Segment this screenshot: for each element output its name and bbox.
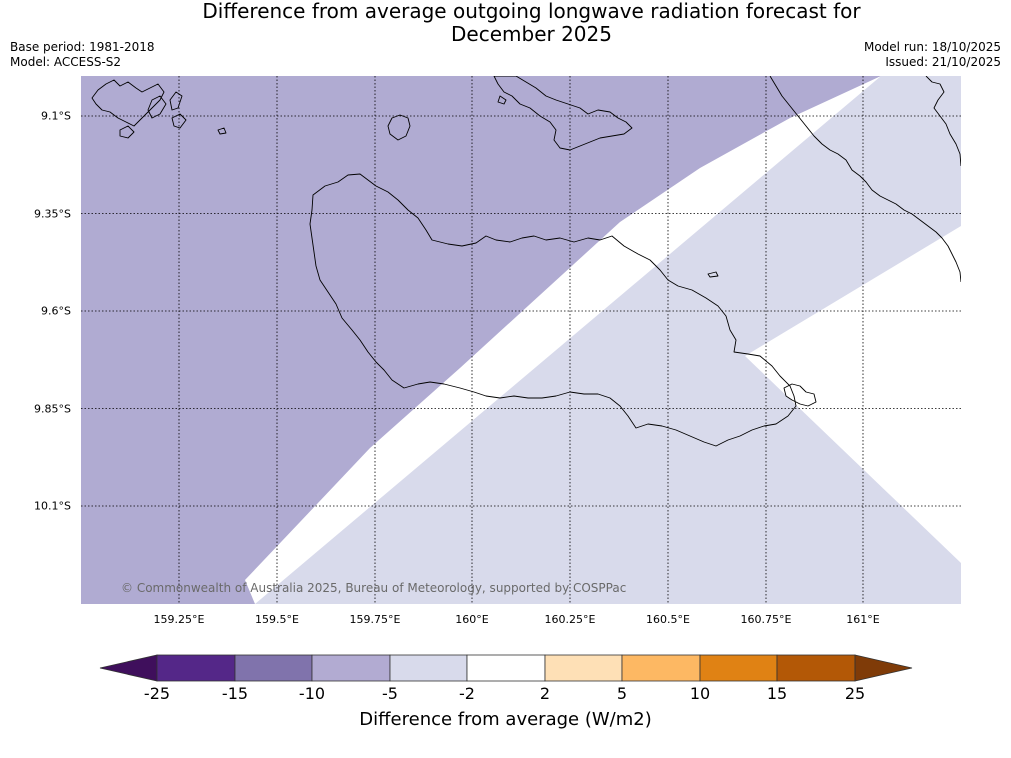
coastline-east-islets bbox=[783, 383, 817, 407]
coastline-northwest-islands bbox=[91, 79, 227, 139]
colorbar-swatch-5 bbox=[466, 654, 546, 682]
map-area: © Commonwealth of Australia 2025, Bureau… bbox=[81, 76, 961, 604]
colorbar-swatch-9 bbox=[776, 654, 856, 682]
copyright-notice: © Commonwealth of Australia 2025, Bureau… bbox=[121, 581, 626, 595]
colorbar-tick: -5 bbox=[382, 684, 398, 703]
colorbar-extend-high bbox=[854, 654, 913, 682]
title-line-1: Difference from average outgoing longwav… bbox=[202, 0, 861, 23]
colorbar-swatch-4 bbox=[389, 654, 468, 682]
colorbar-swatch-8 bbox=[699, 654, 778, 682]
colorbar-swatch-3 bbox=[311, 654, 391, 682]
model-name: Model: ACCESS-S2 bbox=[10, 55, 122, 69]
lon-label: 159.5°E bbox=[255, 613, 299, 626]
graticule bbox=[81, 76, 961, 604]
lon-label: 160.25°E bbox=[544, 613, 596, 626]
region-minus5-to-minus2 bbox=[255, 76, 961, 604]
lon-label: 160°E bbox=[455, 613, 489, 626]
lat-label: 9.1°S bbox=[41, 109, 71, 123]
lon-label: 159.75°E bbox=[349, 613, 401, 626]
meta-left: Base period: 1981-2018 Model: ACCESS-S2 bbox=[10, 40, 155, 70]
colorbar bbox=[99, 654, 913, 682]
colorbar-tick: 5 bbox=[616, 684, 628, 703]
region-minus10-to-minus5 bbox=[81, 76, 881, 604]
coastlines bbox=[91, 76, 961, 447]
issued-date: Issued: 21/10/2025 bbox=[885, 55, 1001, 69]
colorbar-tick: -15 bbox=[221, 684, 249, 703]
colorbar-tick: 15 bbox=[766, 684, 788, 703]
colorbar-label: Difference from average (W/m2) bbox=[359, 709, 652, 730]
coastline-northeast-coast bbox=[925, 76, 961, 167]
colorbar-swatch-1 bbox=[156, 654, 236, 682]
lon-label: 160.75°E bbox=[740, 613, 792, 626]
lat-label: 9.6°S bbox=[41, 304, 71, 318]
lat-label: 9.85°S bbox=[34, 402, 71, 415]
coastline-small-island-north bbox=[387, 114, 411, 141]
coastline-north-islands bbox=[493, 76, 633, 151]
coastline-main-island bbox=[309, 173, 797, 447]
meta-right: Model run: 18/10/2025 Issued: 21/10/2025 bbox=[864, 40, 1001, 70]
colorbar-tick: 2 bbox=[539, 684, 551, 703]
title-line-2: December 2025 bbox=[451, 22, 612, 46]
colorbar-tick: 10 bbox=[689, 684, 711, 703]
lat-label: 10.1°S bbox=[34, 499, 71, 513]
colorbar-extend-low bbox=[99, 654, 158, 682]
lon-label: 159.25°E bbox=[153, 613, 205, 626]
colorbar-tick: -25 bbox=[143, 684, 171, 703]
colorbar-tick: -2 bbox=[459, 684, 475, 703]
coastline-islet-east bbox=[707, 271, 719, 278]
coastline-northeast-island bbox=[769, 76, 961, 283]
lat-label: 9.35°S bbox=[34, 207, 71, 220]
colorbar-tick: -10 bbox=[298, 684, 326, 703]
colorbar-tick: 25 bbox=[844, 684, 866, 703]
lon-label: 160.5°E bbox=[646, 613, 690, 626]
model-run: Model run: 18/10/2025 bbox=[863, 40, 1001, 54]
lon-label: 161°E bbox=[846, 613, 880, 626]
colorbar-swatch-6 bbox=[544, 654, 623, 682]
base-period: Base period: 1981-2018 bbox=[10, 40, 155, 54]
colorbar-swatch-7 bbox=[621, 654, 701, 682]
chart-title: Difference from average outgoing longwav… bbox=[0, 0, 1011, 46]
colorbar-swatch-2 bbox=[234, 654, 313, 682]
